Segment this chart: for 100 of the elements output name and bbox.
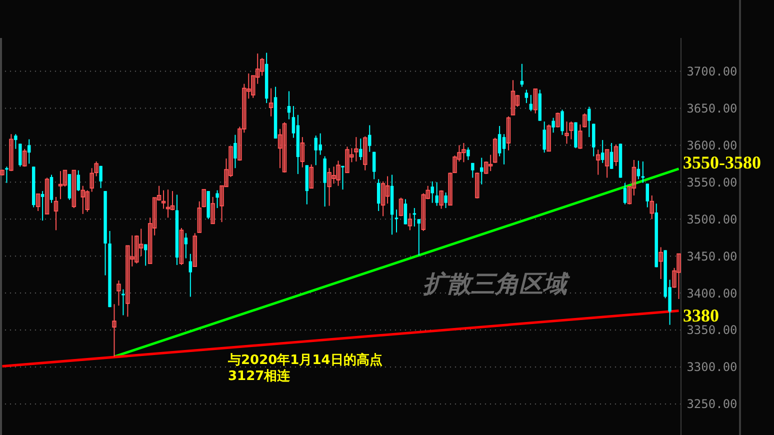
candlestick (197, 200, 202, 233)
y-tick-label: 3350.00 (686, 323, 738, 338)
candlestick (510, 80, 516, 116)
y-tick-label: 3500.00 (686, 212, 738, 226)
candlestick (50, 174, 54, 204)
candlestick (161, 190, 166, 210)
y-tick-label: 3300.00 (686, 360, 738, 374)
candlestick (417, 218, 421, 256)
candlestick (448, 172, 452, 206)
candlestick (341, 165, 344, 190)
candlestick (412, 208, 416, 228)
candlestick (398, 197, 404, 217)
y-tick-label: 3700.00 (686, 64, 738, 78)
candlestick (533, 88, 538, 114)
candlestick (556, 112, 560, 128)
candlestick (421, 192, 426, 232)
candlestick (444, 192, 448, 209)
candlestick (480, 157, 484, 185)
candlestick (139, 228, 144, 257)
candlestick (404, 198, 408, 225)
candlestick (471, 162, 474, 178)
candlestick (475, 172, 480, 199)
candlestick (350, 148, 354, 163)
candlestick (368, 124, 372, 152)
candlestick (224, 158, 228, 188)
candlestick (40, 190, 44, 222)
candlestick (466, 146, 470, 160)
candlestick (345, 146, 350, 174)
candlestick (148, 217, 152, 264)
candlestick (363, 136, 368, 171)
candlestick (242, 83, 246, 134)
candlestick (439, 190, 444, 210)
candlestick (614, 144, 618, 166)
candlestick (14, 134, 18, 150)
candlestick (488, 154, 493, 172)
candlestick (610, 142, 614, 170)
candlestick (62, 170, 68, 188)
candlestick (300, 136, 305, 168)
candlestick (192, 232, 198, 267)
candlestick (210, 196, 215, 224)
candlestick (394, 209, 398, 233)
text: 3380 (683, 305, 719, 326)
candlestick (116, 280, 121, 306)
candlestick (309, 164, 314, 189)
candlestick (492, 137, 498, 164)
candlestick (122, 288, 125, 316)
candlestick (623, 182, 627, 205)
candlestick (54, 196, 58, 231)
y-tick-label: 3400.00 (686, 286, 738, 300)
candlestick (457, 144, 462, 162)
candlestick (134, 234, 139, 264)
candlestick (166, 189, 170, 218)
candlestick (228, 146, 233, 178)
candlestick (234, 134, 237, 169)
candlestick (515, 94, 520, 108)
candlestick (632, 159, 636, 196)
candlestick (44, 177, 50, 214)
candlestick (646, 183, 650, 208)
candlestick (336, 160, 340, 186)
candlestick (28, 138, 31, 164)
candlestick (22, 148, 27, 168)
candlestick (542, 121, 546, 154)
candlestick (80, 185, 85, 214)
candlestick (604, 149, 610, 178)
candlestick (376, 178, 380, 212)
candlestick (359, 138, 362, 160)
candlestick (426, 185, 430, 200)
candlestick (126, 245, 130, 318)
candlestick (130, 234, 134, 267)
candlestick (600, 140, 604, 164)
candlestick (578, 124, 582, 150)
candlestick (484, 160, 488, 175)
candlestick (506, 116, 511, 151)
text: 3550-3580 (683, 152, 761, 172)
candlestick (36, 193, 40, 212)
candlestick (552, 117, 555, 134)
candlestick (72, 170, 76, 209)
candlestick (658, 246, 663, 280)
candlestick (672, 267, 676, 288)
candlestick (650, 194, 654, 220)
candlestick (0, 169, 4, 176)
candlestick (256, 53, 260, 84)
candlestick (278, 128, 282, 169)
y-tick-label: 3550.00 (686, 175, 738, 190)
annotation: 与2020年1月14日的高点 3127相连 (227, 352, 382, 384)
candlestick (179, 228, 184, 266)
candlestick (627, 186, 632, 205)
y-tick-label: 3250.00 (686, 397, 738, 412)
candlestick (94, 160, 98, 177)
candlestick (430, 180, 434, 204)
candlestick (238, 126, 242, 162)
candlestick (170, 190, 175, 211)
candlestick (676, 253, 681, 300)
candlestick (76, 170, 80, 192)
candlestick (188, 253, 192, 298)
candlestick (592, 123, 596, 157)
candlestick (202, 189, 206, 208)
candlestick (524, 89, 528, 104)
candlestick (5, 166, 8, 184)
candlestick (216, 190, 219, 209)
